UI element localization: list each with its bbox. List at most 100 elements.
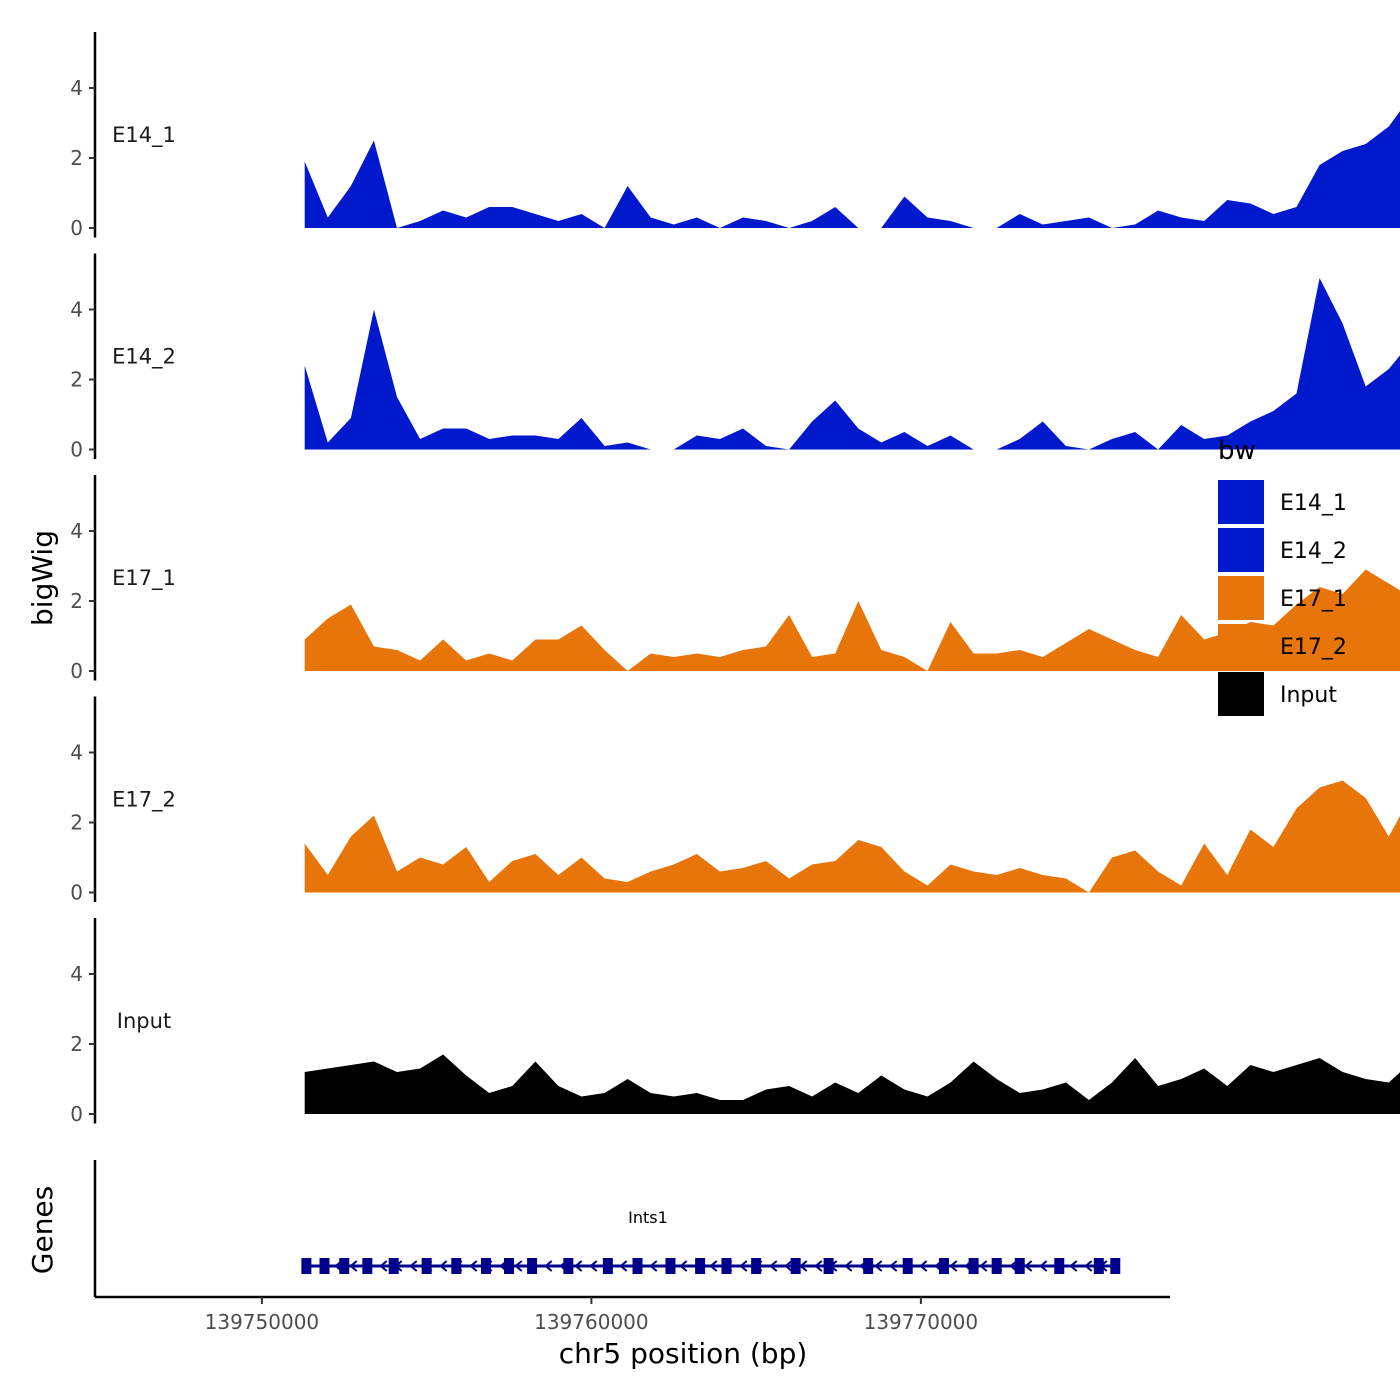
strand-arrow: [649, 1260, 658, 1272]
gene-exon: [1093, 1258, 1104, 1274]
x-tick-label: 139770000: [864, 1310, 979, 1334]
strand-arrow: [709, 1260, 718, 1272]
strand-arrow: [409, 1260, 418, 1272]
y-axis-title: bigWig: [26, 530, 59, 626]
gene-exon: [863, 1258, 874, 1274]
x-axis-title: chr5 position (bp): [559, 1337, 808, 1370]
y-tick-label: 0: [70, 1102, 83, 1126]
legend-label: E14_2: [1280, 539, 1347, 564]
strand-arrow: [589, 1260, 598, 1272]
track-label: E14_1: [112, 123, 176, 148]
y-tick-label: 2: [70, 811, 83, 835]
y-tick-label: 2: [70, 589, 83, 613]
gene-exon: [938, 1258, 949, 1274]
area-e14-2: [304, 278, 1400, 450]
gene-exon: [695, 1258, 706, 1274]
y-tick-label: 0: [70, 216, 83, 240]
legend-label: E17_1: [1280, 587, 1347, 612]
gene-exon: [1054, 1258, 1065, 1274]
strand-arrow: [469, 1260, 478, 1272]
genes-axis-title: Genes: [26, 1186, 59, 1274]
strand-arrow: [874, 1260, 883, 1272]
strand-arrow: [574, 1260, 583, 1272]
y-tick-label: 4: [70, 741, 83, 765]
gene-exon: [527, 1258, 538, 1274]
y-tick-label: 4: [70, 298, 83, 322]
legend-label: E14_1: [1280, 491, 1347, 516]
strand-arrow: [949, 1260, 958, 1272]
legend-title: bw: [1218, 436, 1256, 466]
area-input: [304, 1054, 1400, 1114]
strand-arrow: [514, 1260, 523, 1272]
strand-arrow: [1084, 1260, 1093, 1272]
strand-arrow: [619, 1260, 628, 1272]
area-e14-1: [304, 111, 1400, 228]
gene-exon: [602, 1258, 613, 1274]
track-e14-1: 0 2 4 E14_1: [70, 32, 1400, 240]
gene-exon: [823, 1258, 834, 1274]
legend-swatch-e14-1: [1218, 480, 1264, 524]
gene-exon: [504, 1258, 515, 1274]
gene-exon: [665, 1258, 676, 1274]
genes-panel: 139750000 139760000 139770000 Ints1: [93, 1160, 1170, 1334]
strand-arrow: [1024, 1260, 1033, 1272]
x-tick-label: 139760000: [534, 1310, 649, 1334]
strand-arrow: [1039, 1260, 1048, 1272]
gene-exon: [790, 1258, 801, 1274]
y-tick-label: 2: [70, 1032, 83, 1056]
strand-arrow: [1069, 1260, 1078, 1272]
legend-swatch-input: [1218, 672, 1264, 716]
strand-arrow: [679, 1260, 688, 1272]
gene-exon: [1014, 1258, 1025, 1274]
gene-exon: [339, 1258, 350, 1274]
gene-exon: [991, 1258, 1002, 1274]
gene-exon: [751, 1258, 762, 1274]
gene-exon: [301, 1258, 312, 1274]
gene-exon: [721, 1258, 732, 1274]
track-label: E14_2: [112, 345, 176, 370]
track-label: E17_2: [112, 788, 176, 813]
area-e17-1: [304, 569, 1400, 671]
gene-exon: [1110, 1258, 1121, 1274]
track-e14-2: 0 2 4 E14_2: [70, 253, 1400, 462]
gene-exon: [388, 1258, 399, 1274]
legend-label: E17_2: [1280, 635, 1347, 660]
legend-swatch-e17-1: [1218, 576, 1264, 620]
gene-exon: [968, 1258, 979, 1274]
strand-arrow: [814, 1260, 823, 1272]
strand-arrow: [844, 1260, 853, 1272]
legend-swatch-e14-2: [1218, 528, 1264, 572]
gene-exon: [362, 1258, 373, 1274]
gene-exon: [421, 1258, 432, 1274]
strand-arrow: [769, 1260, 778, 1272]
track-label: E17_1: [112, 566, 176, 591]
y-tick-label: 0: [70, 659, 83, 683]
y-tick-label: 0: [70, 438, 83, 462]
strand-arrow: [979, 1260, 988, 1272]
y-tick-label: 0: [70, 881, 83, 905]
y-tick-label: 2: [70, 368, 83, 392]
y-tick-label: 4: [70, 962, 83, 986]
strand-arrow: [799, 1260, 808, 1272]
strand-arrow: [544, 1260, 553, 1272]
y-tick-label: 2: [70, 146, 83, 170]
track-input: 0 2 4 Input: [70, 918, 1400, 1126]
strand-arrow: [919, 1260, 928, 1272]
bigwig-tracks: 0 2 4 E14_1 0 2 4 E14_2 0 2 4 E17_1 0 2 4 E17_2 0 2 4 Input: [70, 32, 1400, 1126]
gene-exon: [632, 1258, 643, 1274]
track-e17-2: 0 2 4 E17_2: [70, 696, 1400, 905]
legend: bw E14_1 E14_2 E17_1 E17_2 Input: [1218, 436, 1347, 716]
y-tick-label: 4: [70, 519, 83, 543]
gene-exon: [480, 1258, 491, 1274]
gene-exon: [902, 1258, 913, 1274]
gene-exon: [563, 1258, 574, 1274]
strand-arrow: [889, 1260, 898, 1272]
x-tick-label: 139750000: [205, 1310, 320, 1334]
strand-arrow: [439, 1260, 448, 1272]
area-e17-2: [304, 780, 1400, 893]
gene-exon: [319, 1258, 330, 1274]
legend-swatch-e17-2: [1218, 624, 1264, 668]
legend-label: Input: [1280, 683, 1337, 708]
gene-name-label: Ints1: [628, 1208, 668, 1227]
